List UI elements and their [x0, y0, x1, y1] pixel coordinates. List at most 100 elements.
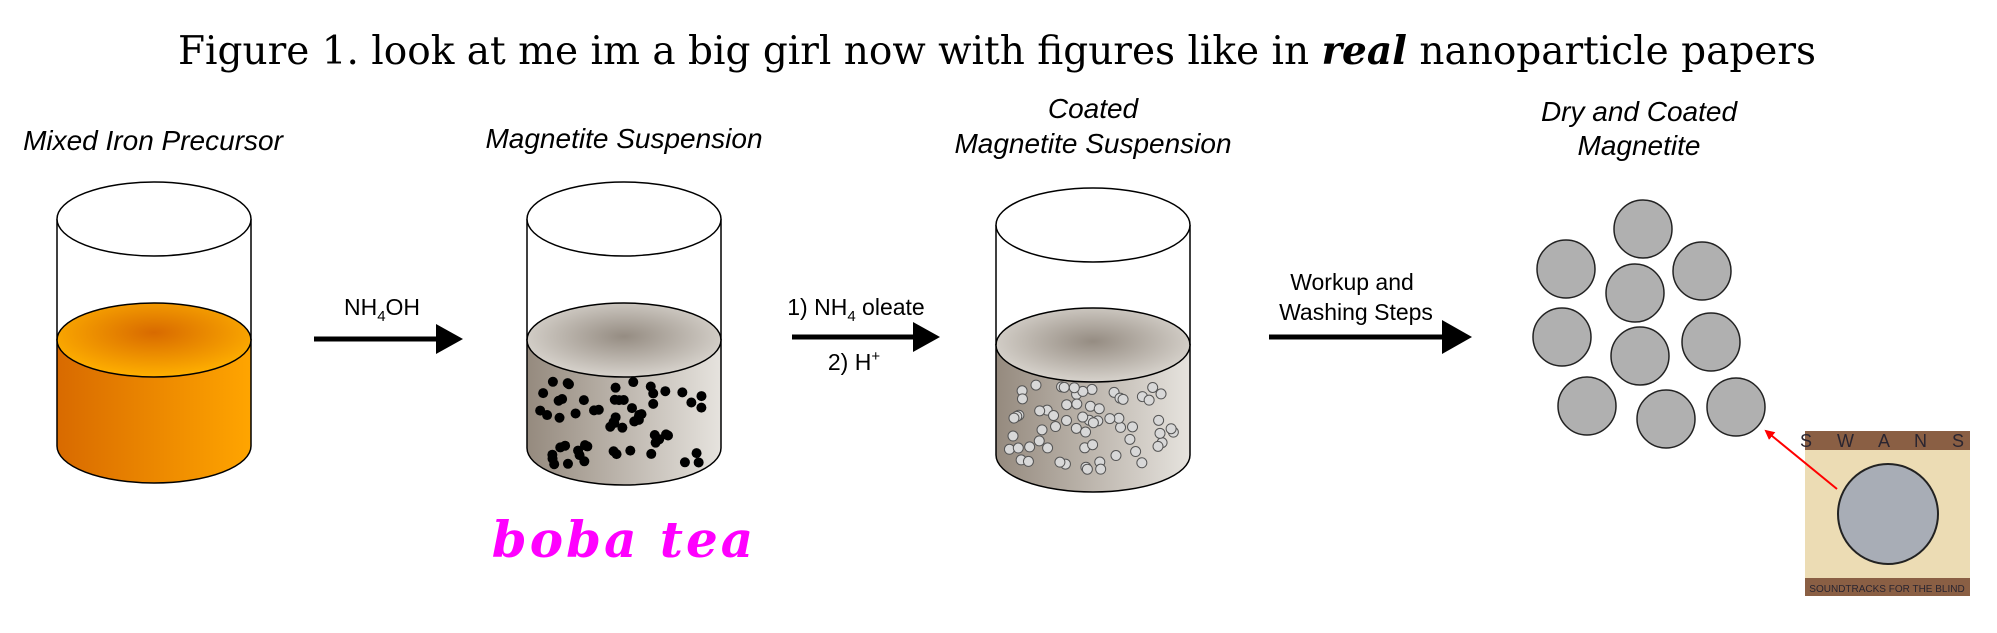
stage-label-coated-line2: Magnetite Suspension [954, 128, 1231, 159]
particle [610, 412, 621, 423]
particle [1007, 430, 1019, 442]
dry-particle [1536, 239, 1596, 299]
particle [648, 398, 659, 409]
dry-particle [1681, 312, 1741, 372]
dry-particle [1636, 389, 1696, 449]
particle [579, 440, 590, 451]
particle [1154, 427, 1166, 439]
particle [1147, 381, 1159, 393]
dry-particle [1557, 376, 1617, 436]
particle [1033, 435, 1045, 447]
stage-label-precursor: Mixed Iron Precursor [23, 125, 285, 156]
album-cover-image: S W A N S SOUNDTRACKS FOR THE BLIND [1800, 431, 1974, 596]
particle [1081, 463, 1093, 475]
particle [1110, 450, 1122, 462]
stage-label-dry-line2: Magnetite [1578, 130, 1701, 161]
reagent-nh4oh: NH4OH [344, 294, 420, 325]
beaker-coated-magnetite [995, 187, 1191, 493]
reaction-arrow-1 [314, 324, 463, 354]
particle [1030, 379, 1042, 391]
particle [573, 445, 584, 456]
particle [1117, 393, 1129, 405]
particle [1124, 433, 1136, 445]
figure-title: Figure 1. look at me im a big girl now w… [178, 28, 1816, 74]
particle [1071, 398, 1083, 410]
particle [1087, 417, 1099, 429]
particle [547, 376, 558, 387]
reaction-arrow-3 [1269, 320, 1472, 354]
particle [1012, 442, 1024, 454]
particle [589, 405, 600, 416]
workup-line2: Washing Steps [1279, 299, 1433, 325]
particle [1058, 381, 1070, 393]
particle [660, 386, 671, 397]
particle [1042, 442, 1054, 454]
particle [1086, 383, 1098, 395]
particle [1008, 412, 1020, 424]
particle [679, 457, 690, 468]
particle [1153, 414, 1165, 426]
particle [1152, 440, 1164, 452]
particle [625, 445, 636, 456]
particle [1034, 405, 1046, 417]
boba-tea-annotation: boba tea [492, 510, 756, 569]
particle [1048, 410, 1060, 422]
particle [626, 403, 637, 414]
particle [1104, 413, 1116, 425]
particle [654, 434, 665, 445]
particle [1016, 393, 1028, 405]
reagent-nh4-oleate: 1) NH4 oleate [787, 294, 924, 325]
beaker-precursor [56, 181, 252, 484]
particle [1061, 399, 1073, 411]
particle [1050, 421, 1062, 433]
particle [646, 448, 657, 459]
album-band-name: S W A N S [1800, 431, 1974, 451]
workup-line1: Workup and [1290, 269, 1414, 295]
particle [648, 388, 659, 399]
particle [614, 395, 625, 406]
particle [677, 387, 688, 398]
particle [1036, 424, 1048, 436]
particle [696, 402, 707, 413]
dry-particle [1532, 307, 1592, 367]
particle [1024, 441, 1036, 453]
particle [628, 377, 639, 388]
particle [578, 395, 589, 406]
particle [611, 449, 622, 460]
particle [1155, 388, 1167, 400]
particle [1136, 457, 1148, 469]
particle [633, 414, 644, 425]
particle [1130, 446, 1142, 458]
particle [1095, 463, 1107, 475]
stage-label-magnetite: Magnetite Suspension [485, 123, 762, 154]
particle [535, 405, 546, 416]
album-title: SOUNDTRACKS FOR THE BLIND [1809, 584, 1964, 595]
particle [1068, 382, 1080, 394]
particle [617, 422, 628, 433]
particle [554, 412, 565, 423]
magnetite-particles [535, 376, 707, 470]
reagent-acid: 2) H+ [828, 348, 880, 375]
coated-particles [1003, 379, 1179, 475]
dry-particle [1605, 263, 1665, 323]
particle [570, 408, 581, 419]
reaction-arrow-2 [792, 322, 940, 352]
pointer-arrow [1764, 429, 1838, 490]
particle [696, 391, 707, 402]
particle [1022, 455, 1034, 467]
dry-particle [1672, 241, 1732, 301]
particle [555, 442, 566, 453]
particle [1093, 403, 1105, 415]
dry-particles [1532, 199, 1766, 449]
particle [1061, 414, 1073, 426]
dry-particle [1613, 199, 1673, 259]
particle [1087, 439, 1099, 451]
particle [1143, 394, 1155, 406]
dry-particle [1610, 326, 1670, 386]
particle [562, 378, 573, 389]
particle [557, 394, 568, 405]
particle [1003, 443, 1015, 455]
particle [1070, 422, 1082, 434]
stage-label-dry-line1: Dry and Coated [1541, 96, 1739, 127]
